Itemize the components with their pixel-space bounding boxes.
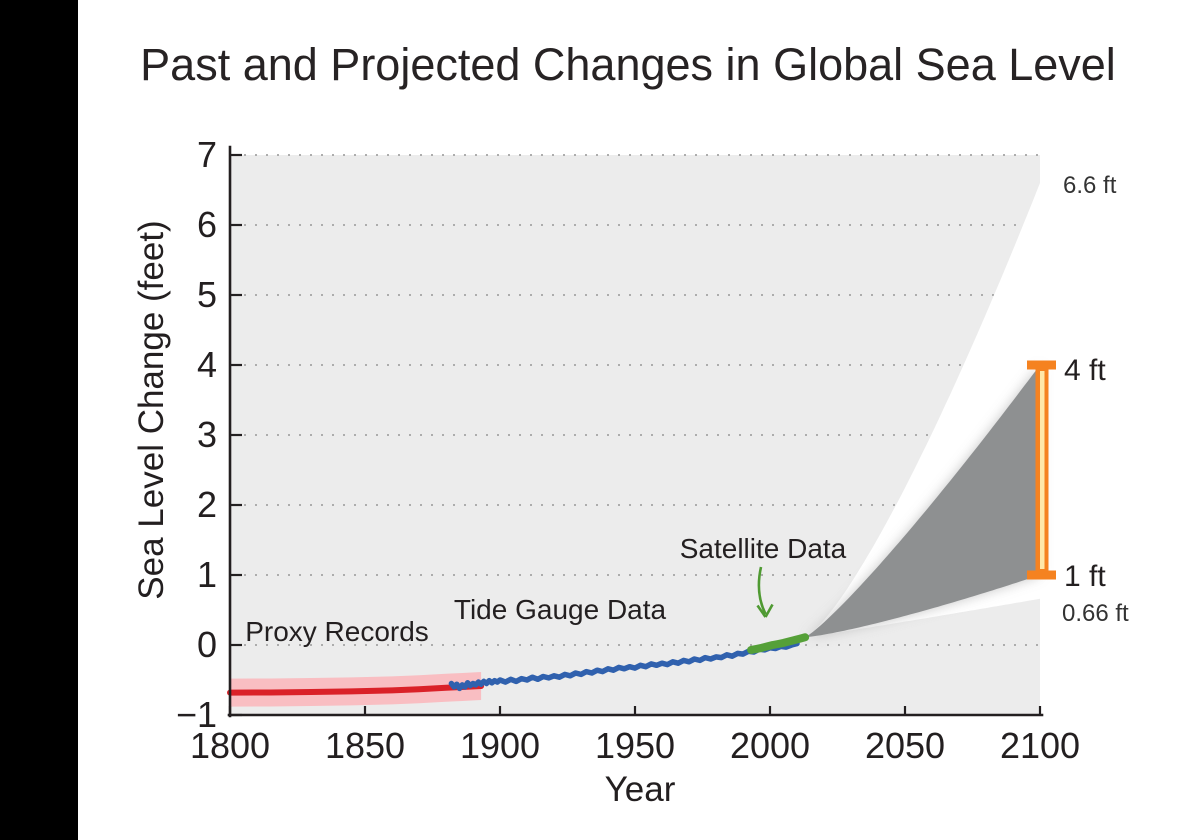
satellite-data-line <box>747 633 810 654</box>
y-tick-label: 4 <box>197 344 217 385</box>
upper-inner-value-label: 4 ft <box>1064 354 1106 387</box>
bracket-cap-bottom <box>1027 570 1056 580</box>
left-black-bar <box>0 0 78 840</box>
y-tick-labels: −1 0 1 2 3 4 5 6 7 <box>176 134 217 735</box>
x-axis-label: Year <box>605 770 676 809</box>
x-tick-label: 1950 <box>595 725 675 766</box>
tide-gauge-line <box>448 640 800 692</box>
x-tick-label: 1900 <box>460 725 540 766</box>
x-tick-label: 2100 <box>1000 725 1080 766</box>
chart-title: Past and Projected Changes in Global Sea… <box>140 39 1116 90</box>
y-axis-label: Sea Level Change (feet) <box>132 220 171 599</box>
y-tick-label: 1 <box>197 554 217 595</box>
tide-gauge-label: Tide Gauge Data <box>454 594 667 625</box>
x-tick-label: 2050 <box>865 725 945 766</box>
bracket-inner-stripe <box>1040 371 1045 569</box>
projection-inner-band <box>805 365 1040 638</box>
y-tick-label: 0 <box>197 624 217 665</box>
y-tick-label: 5 <box>197 274 217 315</box>
x-axis-ticks <box>228 706 1042 715</box>
x-tick-label: 1850 <box>325 725 405 766</box>
lower-inner-value-label: 1 ft <box>1064 560 1106 593</box>
y-tick-label: 3 <box>197 414 217 455</box>
y-tick-label: 2 <box>197 484 217 525</box>
x-tick-labels: 1800 1850 1900 1950 2000 2050 2100 <box>190 725 1080 766</box>
bracket-cap-top <box>1027 360 1056 370</box>
y-tick-label: −1 <box>176 694 217 735</box>
proxy-records-label: Proxy Records <box>245 616 429 647</box>
satellite-data-label: Satellite Data <box>680 533 847 564</box>
y-tick-label: 7 <box>197 134 217 175</box>
x-tick-label: 2000 <box>730 725 810 766</box>
upper-outer-value-label: 6.6 ft <box>1063 172 1117 199</box>
y-tick-label: 6 <box>197 204 217 245</box>
x-tick-label: 1800 <box>190 725 270 766</box>
range-bracket <box>1027 360 1056 580</box>
lower-outer-value-label: 0.66 ft <box>1062 600 1129 627</box>
satellite-arrow-icon <box>756 566 774 618</box>
y-axis-ticks <box>230 153 242 717</box>
